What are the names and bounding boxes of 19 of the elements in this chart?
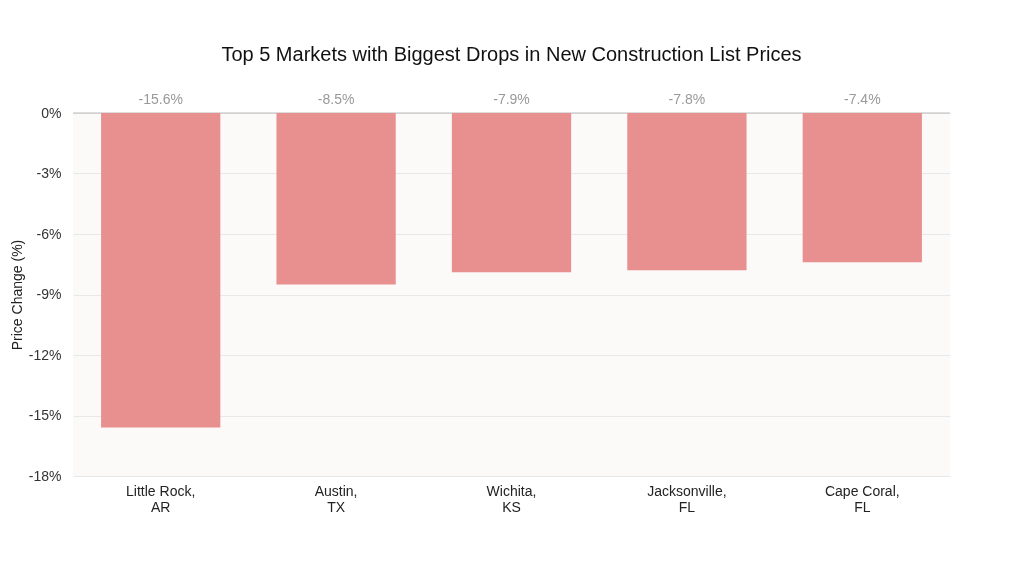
y-tick-label: -15% — [28, 407, 62, 423]
data-label: -7.4% — [844, 91, 881, 107]
y-tick-label: -18% — [28, 467, 62, 484]
x-tick-label: Little Rock, AR — [126, 482, 196, 515]
x-tick-label: Wichita, KS — [486, 482, 537, 515]
y-tick-label: -12% — [28, 346, 62, 363]
y-tick-label: 0% — [41, 104, 62, 121]
y-tick-label: -6% — [36, 225, 62, 242]
y-axis-title: Price Change (%) — [8, 239, 25, 351]
data-label: -7.9% — [493, 91, 530, 107]
y-tick-label: -9% — [36, 286, 62, 302]
data-label: -8.5% — [317, 91, 355, 107]
x-tick-label: Austin, TX — [314, 482, 358, 515]
chart-title: Top 5 Markets with Biggest Drops in New Construction List Prices — [221, 43, 802, 65]
x-tick-label: Jacksonville, FL — [647, 482, 727, 515]
data-label: -15.6% — [138, 91, 183, 107]
data-label: -7.8% — [668, 91, 706, 107]
y-tick-label: -3% — [36, 165, 62, 181]
x-tick-label: Cape Coral, FL — [824, 482, 900, 515]
